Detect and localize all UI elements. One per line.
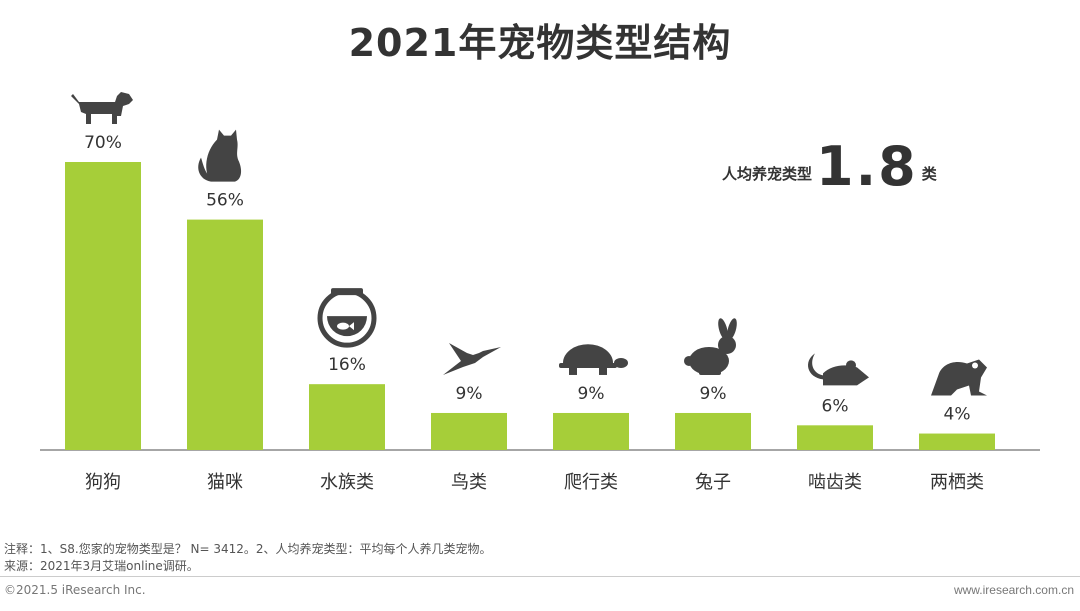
bar-1 (187, 219, 263, 450)
note-text: 注释：1、S8.您家的宠物类型是？ N= 3412。2、人均养宠类型：平均每个人… (4, 542, 492, 556)
rat-ear (846, 360, 856, 371)
rabbit-feet (699, 370, 721, 375)
bar-2 (309, 384, 385, 450)
fish-tail (349, 322, 354, 331)
cat-shape (198, 129, 242, 182)
category-label-1: 猫咪 (207, 472, 243, 493)
chart-title: 2021年宠物类型结构 (348, 21, 732, 65)
bar-3 (431, 412, 507, 450)
category-label-6: 啮齿类 (808, 472, 862, 493)
value-label-6: 6% (822, 396, 849, 416)
bar-0 (65, 162, 141, 450)
rabbit-ear-1 (718, 318, 728, 340)
rat-icon (808, 353, 869, 386)
frog-eye (972, 362, 978, 369)
bird-icon (443, 342, 501, 375)
per-capita-stat: 人均养宠类型 1.8 类 (722, 134, 937, 194)
category-label-2: 水族类 (320, 472, 374, 493)
rabbit-tail (684, 355, 694, 366)
fish-shape (337, 322, 349, 330)
turtle-base (559, 362, 617, 368)
rat-tail (808, 353, 823, 380)
turtle-leg-back (569, 366, 577, 375)
bar-5 (675, 412, 751, 450)
cat-icon (198, 129, 242, 182)
stat-label: 人均养宠类型 (722, 165, 813, 183)
turtle-leg-front (599, 366, 607, 375)
category-label-0: 狗狗 (85, 472, 121, 493)
fishbowl-icon (317, 288, 377, 348)
bar-6 (797, 425, 873, 450)
category-label-4: 爬行类 (564, 472, 618, 493)
frog-shape (931, 359, 987, 396)
rat-body (823, 365, 869, 386)
rabbit-ear-2 (727, 318, 737, 340)
bowl-rim (331, 288, 363, 296)
value-label-2: 16% (328, 355, 366, 375)
source-text: 来源：2021年3月艾瑞online调研。 (4, 559, 199, 573)
turtle-shell (563, 344, 613, 363)
turtle-head (614, 357, 628, 368)
turtle-icon (559, 344, 628, 375)
value-label-5: 9% (700, 384, 727, 404)
value-label-7: 4% (944, 405, 971, 425)
value-label-1: 56% (206, 191, 244, 211)
value-label-4: 9% (578, 384, 605, 404)
rabbit-body (689, 346, 729, 375)
rabbit-head (718, 335, 736, 354)
value-label-0: 70% (84, 133, 122, 153)
dog-icon (71, 92, 133, 124)
footer-divider (0, 576, 1080, 577)
website-text: www.iresearch.com.cn (953, 583, 1074, 597)
value-label-3: 9% (456, 384, 483, 404)
stat-unit: 类 (921, 165, 937, 183)
frog-icon (931, 359, 987, 396)
bar-4 (553, 412, 629, 450)
bird-shape (443, 342, 501, 375)
category-label-5: 兔子 (695, 472, 731, 493)
copyright-text: ©2021.5 iResearch Inc. (4, 583, 146, 597)
bar-7 (919, 433, 995, 450)
rabbit-icon (684, 318, 737, 375)
stat-value: 1.8 (816, 135, 918, 198)
category-label-3: 鸟类 (451, 472, 487, 493)
category-label-7: 两栖类 (930, 472, 984, 493)
dog-shape (71, 92, 133, 124)
